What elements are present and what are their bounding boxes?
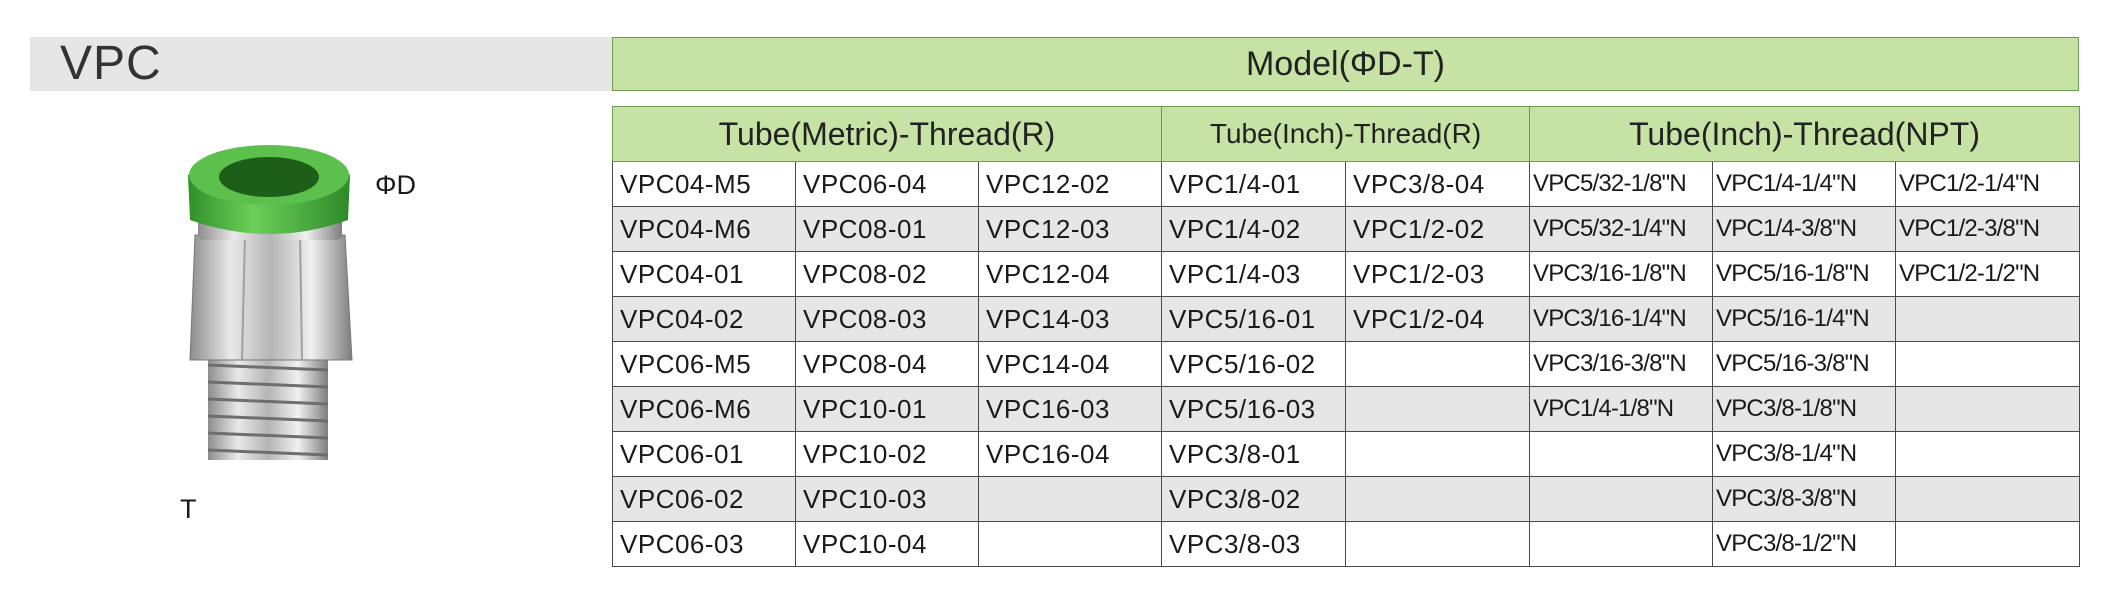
table-cell: VPC14-04 bbox=[978, 341, 1162, 387]
table-row: VPC04-M5 VPC06-04 VPC12-02 VPC1/4-01 VPC… bbox=[612, 161, 2081, 207]
table-cell bbox=[1529, 431, 1714, 477]
table-cell: VPC08-02 bbox=[795, 251, 979, 297]
group-header-inch-r: Tube(Inch)-Thread(R) bbox=[1160, 106, 1531, 162]
table-cell: VPC10-04 bbox=[795, 521, 979, 567]
table-cell bbox=[1895, 521, 2081, 567]
table-cell: VPC10-02 bbox=[795, 431, 979, 477]
table-row: VPC06-M6 VPC10-01 VPC16-03 VPC5/16-03 VP… bbox=[612, 386, 2081, 432]
model-header: Model(ΦD-T) bbox=[612, 37, 2079, 91]
table-cell bbox=[1529, 476, 1714, 522]
table-cell bbox=[1895, 341, 2081, 387]
model-table: Tube(Metric)-Thread(R) Tube(Inch)-Thread… bbox=[612, 106, 2081, 567]
table-cell: VPC04-02 bbox=[612, 296, 796, 342]
table-cell bbox=[1344, 386, 1531, 432]
table-cell: VPC12-04 bbox=[978, 251, 1162, 297]
table-cell: VPC5/16-03 bbox=[1161, 386, 1346, 432]
table-cell bbox=[1895, 386, 2081, 432]
table-row: VPC04-02 VPC08-03 VPC14-03 VPC5/16-01 VP… bbox=[612, 296, 2081, 342]
table-cell: VPC10-03 bbox=[795, 476, 979, 522]
table-row: VPC04-01 VPC08-02 VPC12-04 VPC1/4-03 VPC… bbox=[612, 251, 2081, 297]
group-header-inch-npt: Tube(Inch)-Thread(NPT) bbox=[1529, 106, 2081, 162]
table-cell bbox=[1895, 296, 2081, 342]
table-cell: VPC06-04 bbox=[795, 161, 979, 207]
table-cell: VPC06-02 bbox=[612, 476, 796, 522]
table-cell: VPC06-M6 bbox=[612, 386, 796, 432]
table-cell: VPC3/8-04 bbox=[1344, 161, 1531, 207]
table-cell: VPC1/2-3/8"N bbox=[1895, 206, 2081, 252]
table-cell: VPC3/8-1/4"N bbox=[1712, 431, 1897, 477]
table-cell: VPC5/16-3/8"N bbox=[1712, 341, 1897, 387]
table-cell: VPC08-03 bbox=[795, 296, 979, 342]
table-row: VPC06-01 VPC10-02 VPC16-04 VPC3/8-01 VPC… bbox=[612, 431, 2081, 477]
table-cell: VPC3/16-3/8"N bbox=[1529, 341, 1714, 387]
table-cell: VPC3/16-1/4"N bbox=[1529, 296, 1714, 342]
table-cell: VPC1/2-02 bbox=[1344, 206, 1531, 252]
table-cell bbox=[1529, 521, 1714, 567]
table-cell bbox=[1895, 476, 2081, 522]
table-cell bbox=[1344, 521, 1531, 567]
table-cell: VPC1/4-01 bbox=[1161, 161, 1346, 207]
table-cell: VPC3/8-1/2"N bbox=[1712, 521, 1897, 567]
table-cell bbox=[978, 476, 1162, 522]
table-cell: VPC08-04 bbox=[795, 341, 979, 387]
product-image bbox=[188, 145, 353, 460]
table-cell: VPC1/2-03 bbox=[1344, 251, 1531, 297]
table-cell: VPC3/16-1/8"N bbox=[1529, 251, 1714, 297]
table-cell: VPC5/32-1/8"N bbox=[1529, 161, 1714, 207]
table-cell: VPC04-01 bbox=[612, 251, 796, 297]
table-row: VPC06-M5 VPC08-04 VPC14-04 VPC5/16-02 VP… bbox=[612, 341, 2081, 387]
table-cell: VPC12-03 bbox=[978, 206, 1162, 252]
table-cell: VPC10-01 bbox=[795, 386, 979, 432]
group-header-metric-r: Tube(Metric)-Thread(R) bbox=[612, 106, 1162, 162]
table-cell bbox=[978, 521, 1162, 567]
table-cell: VPC06-03 bbox=[612, 521, 796, 567]
table-cell: VPC3/8-02 bbox=[1161, 476, 1346, 522]
diameter-label: ΦD bbox=[375, 170, 417, 200]
table-cell: VPC1/4-1/8"N bbox=[1529, 386, 1714, 432]
table-row: VPC06-02 VPC10-03 VPC3/8-02 VPC3/8-3/8"N bbox=[612, 476, 2081, 522]
table-cell bbox=[1344, 476, 1531, 522]
table-row: VPC04-M6 VPC08-01 VPC12-03 VPC1/4-02 VPC… bbox=[612, 206, 2081, 252]
table-cell: VPC12-02 bbox=[978, 161, 1162, 207]
table-cell: VPC5/16-1/8"N bbox=[1712, 251, 1897, 297]
table-cell bbox=[1895, 431, 2081, 477]
table-cell: VPC1/4-03 bbox=[1161, 251, 1346, 297]
table-cell: VPC5/16-01 bbox=[1161, 296, 1346, 342]
table-cell: VPC3/8-03 bbox=[1161, 521, 1346, 567]
thread-label: T bbox=[180, 494, 197, 524]
table-cell: VPC14-03 bbox=[978, 296, 1162, 342]
table-cell: VPC3/8-1/8"N bbox=[1712, 386, 1897, 432]
table-cell: VPC1/4-02 bbox=[1161, 206, 1346, 252]
table-cell: VPC16-04 bbox=[978, 431, 1162, 477]
table-cell: VPC08-01 bbox=[795, 206, 979, 252]
table-cell: VPC04-M6 bbox=[612, 206, 796, 252]
table-cell: VPC1/4-1/4"N bbox=[1712, 161, 1897, 207]
table-cell: VPC06-M5 bbox=[612, 341, 796, 387]
product-title-bar: VPC bbox=[30, 37, 614, 91]
table-cell bbox=[1344, 431, 1531, 477]
table-cell: VPC1/2-1/4"N bbox=[1895, 161, 2081, 207]
table-cell: VPC3/8-01 bbox=[1161, 431, 1346, 477]
table-cell: VPC3/8-3/8"N bbox=[1712, 476, 1897, 522]
table-cell: VPC16-03 bbox=[978, 386, 1162, 432]
product-title: VPC bbox=[60, 37, 162, 90]
table-cell: VPC1/2-04 bbox=[1344, 296, 1531, 342]
table-cell: VPC06-01 bbox=[612, 431, 796, 477]
table-cell: VPC5/16-1/4"N bbox=[1712, 296, 1897, 342]
table-cell bbox=[1344, 341, 1531, 387]
table-cell: VPC5/16-02 bbox=[1161, 341, 1346, 387]
table-cell: VPC1/2-1/2"N bbox=[1895, 251, 2081, 297]
table-cell: VPC5/32-1/4"N bbox=[1529, 206, 1714, 252]
table-cell: VPC04-M5 bbox=[612, 161, 796, 207]
table-row: VPC06-03 VPC10-04 VPC3/8-03 VPC3/8-1/2"N bbox=[612, 521, 2081, 567]
table-cell: VPC1/4-3/8"N bbox=[1712, 206, 1897, 252]
